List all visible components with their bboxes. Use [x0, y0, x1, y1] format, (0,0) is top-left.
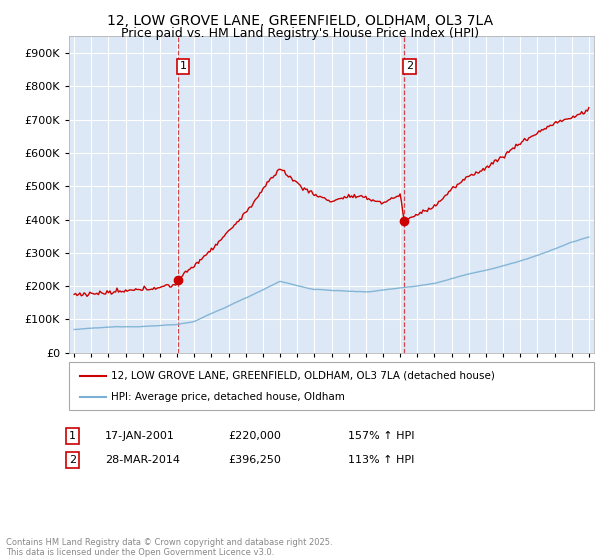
Text: 12, LOW GROVE LANE, GREENFIELD, OLDHAM, OL3 7LA (detached house): 12, LOW GROVE LANE, GREENFIELD, OLDHAM, …: [111, 371, 495, 381]
Text: 113% ↑ HPI: 113% ↑ HPI: [348, 455, 415, 465]
Text: Price paid vs. HM Land Registry's House Price Index (HPI): Price paid vs. HM Land Registry's House …: [121, 27, 479, 40]
Text: 1: 1: [179, 62, 187, 71]
Text: HPI: Average price, detached house, Oldham: HPI: Average price, detached house, Oldh…: [111, 391, 345, 402]
Text: 12, LOW GROVE LANE, GREENFIELD, OLDHAM, OL3 7LA: 12, LOW GROVE LANE, GREENFIELD, OLDHAM, …: [107, 14, 493, 28]
Text: 2: 2: [69, 455, 76, 465]
Text: £220,000: £220,000: [228, 431, 281, 441]
Text: 28-MAR-2014: 28-MAR-2014: [105, 455, 180, 465]
Text: 157% ↑ HPI: 157% ↑ HPI: [348, 431, 415, 441]
Text: Contains HM Land Registry data © Crown copyright and database right 2025.
This d: Contains HM Land Registry data © Crown c…: [6, 538, 332, 557]
Text: 17-JAN-2001: 17-JAN-2001: [105, 431, 175, 441]
Text: 1: 1: [69, 431, 76, 441]
FancyBboxPatch shape: [69, 362, 594, 410]
Text: £396,250: £396,250: [228, 455, 281, 465]
Text: 2: 2: [406, 62, 413, 71]
